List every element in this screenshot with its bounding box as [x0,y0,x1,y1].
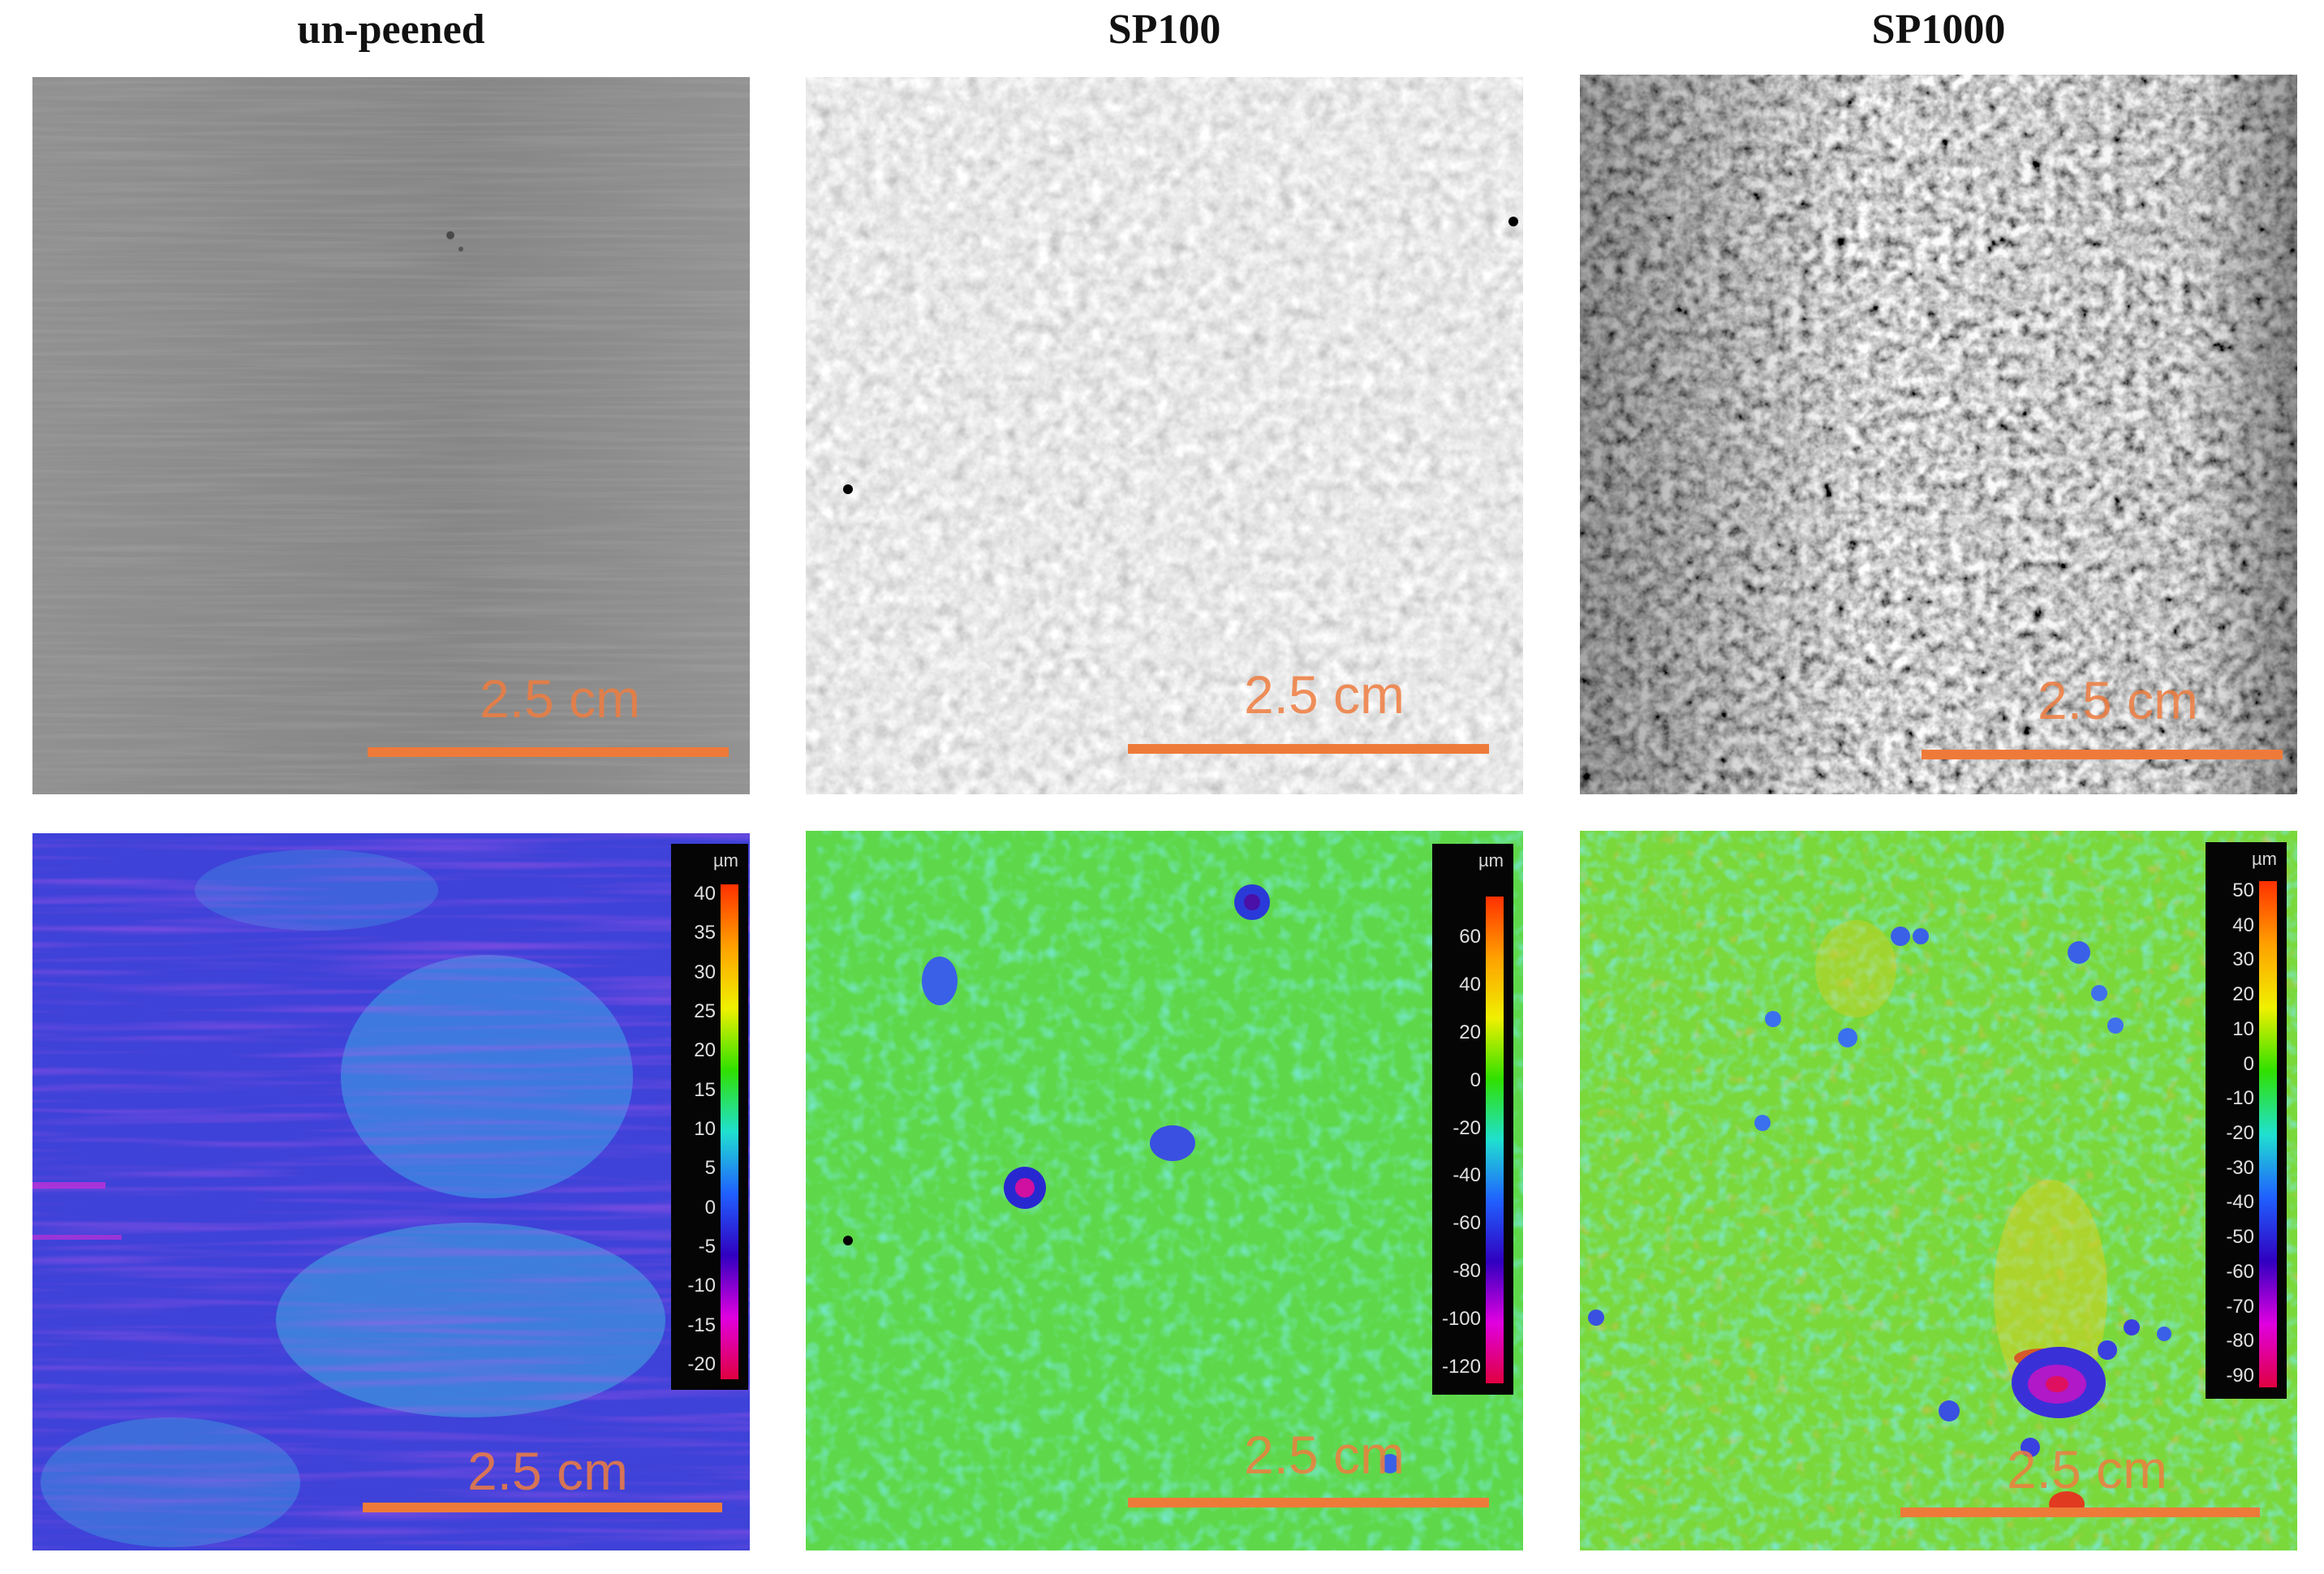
colorbar-tick-label: 5 [704,1157,716,1180]
sp100-optical-image [806,77,1523,794]
colorbar-tick-label: -15 [687,1314,716,1336]
column-title-sp1000: SP1000 [1871,6,2006,53]
colorbar-tick-label: 20 [2232,983,2254,1006]
colorbar-tick-label: 0 [704,1196,716,1219]
colorbar-tick-label: 10 [694,1118,716,1140]
scale-bar-label: 2.5 cm [1243,1425,1405,1485]
colorbar-tick-label: -120 [1441,1356,1481,1378]
colorbar-tick-label: -10 [2226,1087,2254,1110]
colorbar-tick-label: 30 [694,961,716,983]
colorbar-tick-label: -40 [2226,1191,2254,1214]
scale-bar-label: 2.5 cm [479,669,641,729]
colorbar-unpeened: µm 40 35 30 25 20 15 10 5 0 -5 -10 -15 -20 [671,844,748,1390]
colorbar-tick-label: 25 [694,1000,716,1022]
unpeened-optical-image [32,77,750,794]
sp1000-height-map [1580,831,2297,1550]
scale-bar [368,747,729,757]
colorbar-tick-label: -50 [2226,1226,2254,1249]
scale-bar [363,1503,722,1512]
sp1000-optical-image [1580,75,2297,794]
column-title-sp100: SP100 [1108,6,1221,53]
colorbar-tick-label: 40 [1459,973,1481,996]
colorbar-tick-label: 15 [694,1078,716,1101]
colorbar-tick-label: -60 [1452,1212,1481,1235]
sp100-height-map [806,831,1523,1550]
colorbar-tick-label: 60 [1459,926,1481,948]
colorbar-sp100: µm 60 40 20 0 -20 -40 -60 -80 -100 -120 [1432,844,1513,1395]
colorbar-gradient [721,884,738,1379]
colorbar-tick-label: 0 [2243,1052,2254,1075]
colorbar-tick-label: -80 [2226,1330,2254,1353]
scale-bar-label: 2.5 cm [1243,664,1405,725]
colorbar-tick-label: -20 [1452,1116,1481,1139]
colorbar-tick-label: 20 [1459,1021,1481,1043]
colorbar-tick-label: 0 [1470,1069,1481,1091]
colorbar-tick-label: -20 [2226,1122,2254,1144]
colorbar-tick-label: 30 [2232,948,2254,971]
colorbar-tick-label: 35 [694,922,716,944]
colorbar-tick-label: 20 [694,1039,716,1062]
scale-bar-label: 2.5 cm [2006,1439,2168,1499]
scale-bar-label: 2.5 cm [467,1441,629,1501]
colorbar-unit: µm [2251,849,2277,869]
colorbar-tick-label: 40 [2232,914,2254,936]
colorbar-gradient [1486,897,1504,1383]
unpeened-height-map [32,833,750,1550]
colorbar-unit: µm [1478,850,1504,871]
colorbar-tick-label: -20 [687,1353,716,1375]
colorbar-tick-label: 50 [2232,879,2254,901]
colorbar-tick-label: -70 [2226,1295,2254,1318]
colorbar-tick-label: -100 [1441,1308,1481,1331]
colorbar-tick-label: -30 [2226,1156,2254,1179]
scale-bar [1922,750,2283,759]
colorbar-unit: µm [712,850,738,871]
colorbar-tick-label: 10 [2232,1017,2254,1040]
colorbar-gradient [2259,881,2277,1387]
colorbar-tick-label: 40 [694,883,716,905]
scale-bar [1128,744,1489,754]
colorbar-tick-label: -40 [1452,1164,1481,1187]
scale-bar-label: 2.5 cm [2037,670,2199,730]
colorbar-tick-label: -80 [1452,1260,1481,1283]
scale-bar [1900,1507,2260,1517]
colorbar-sp1000: µm 50 40 30 20 10 0 -10 -20 -30 -40 -50 -60 -70 -80 -9… [2206,842,2287,1399]
scale-bar [1128,1498,1489,1507]
colorbar-tick-label: -60 [2226,1260,2254,1283]
colorbar-tick-label: -90 [2226,1365,2254,1387]
colorbar-tick-label: -10 [687,1275,716,1297]
column-title-unpeened: un-peened [297,6,485,53]
colorbar-tick-label: -5 [698,1236,716,1258]
